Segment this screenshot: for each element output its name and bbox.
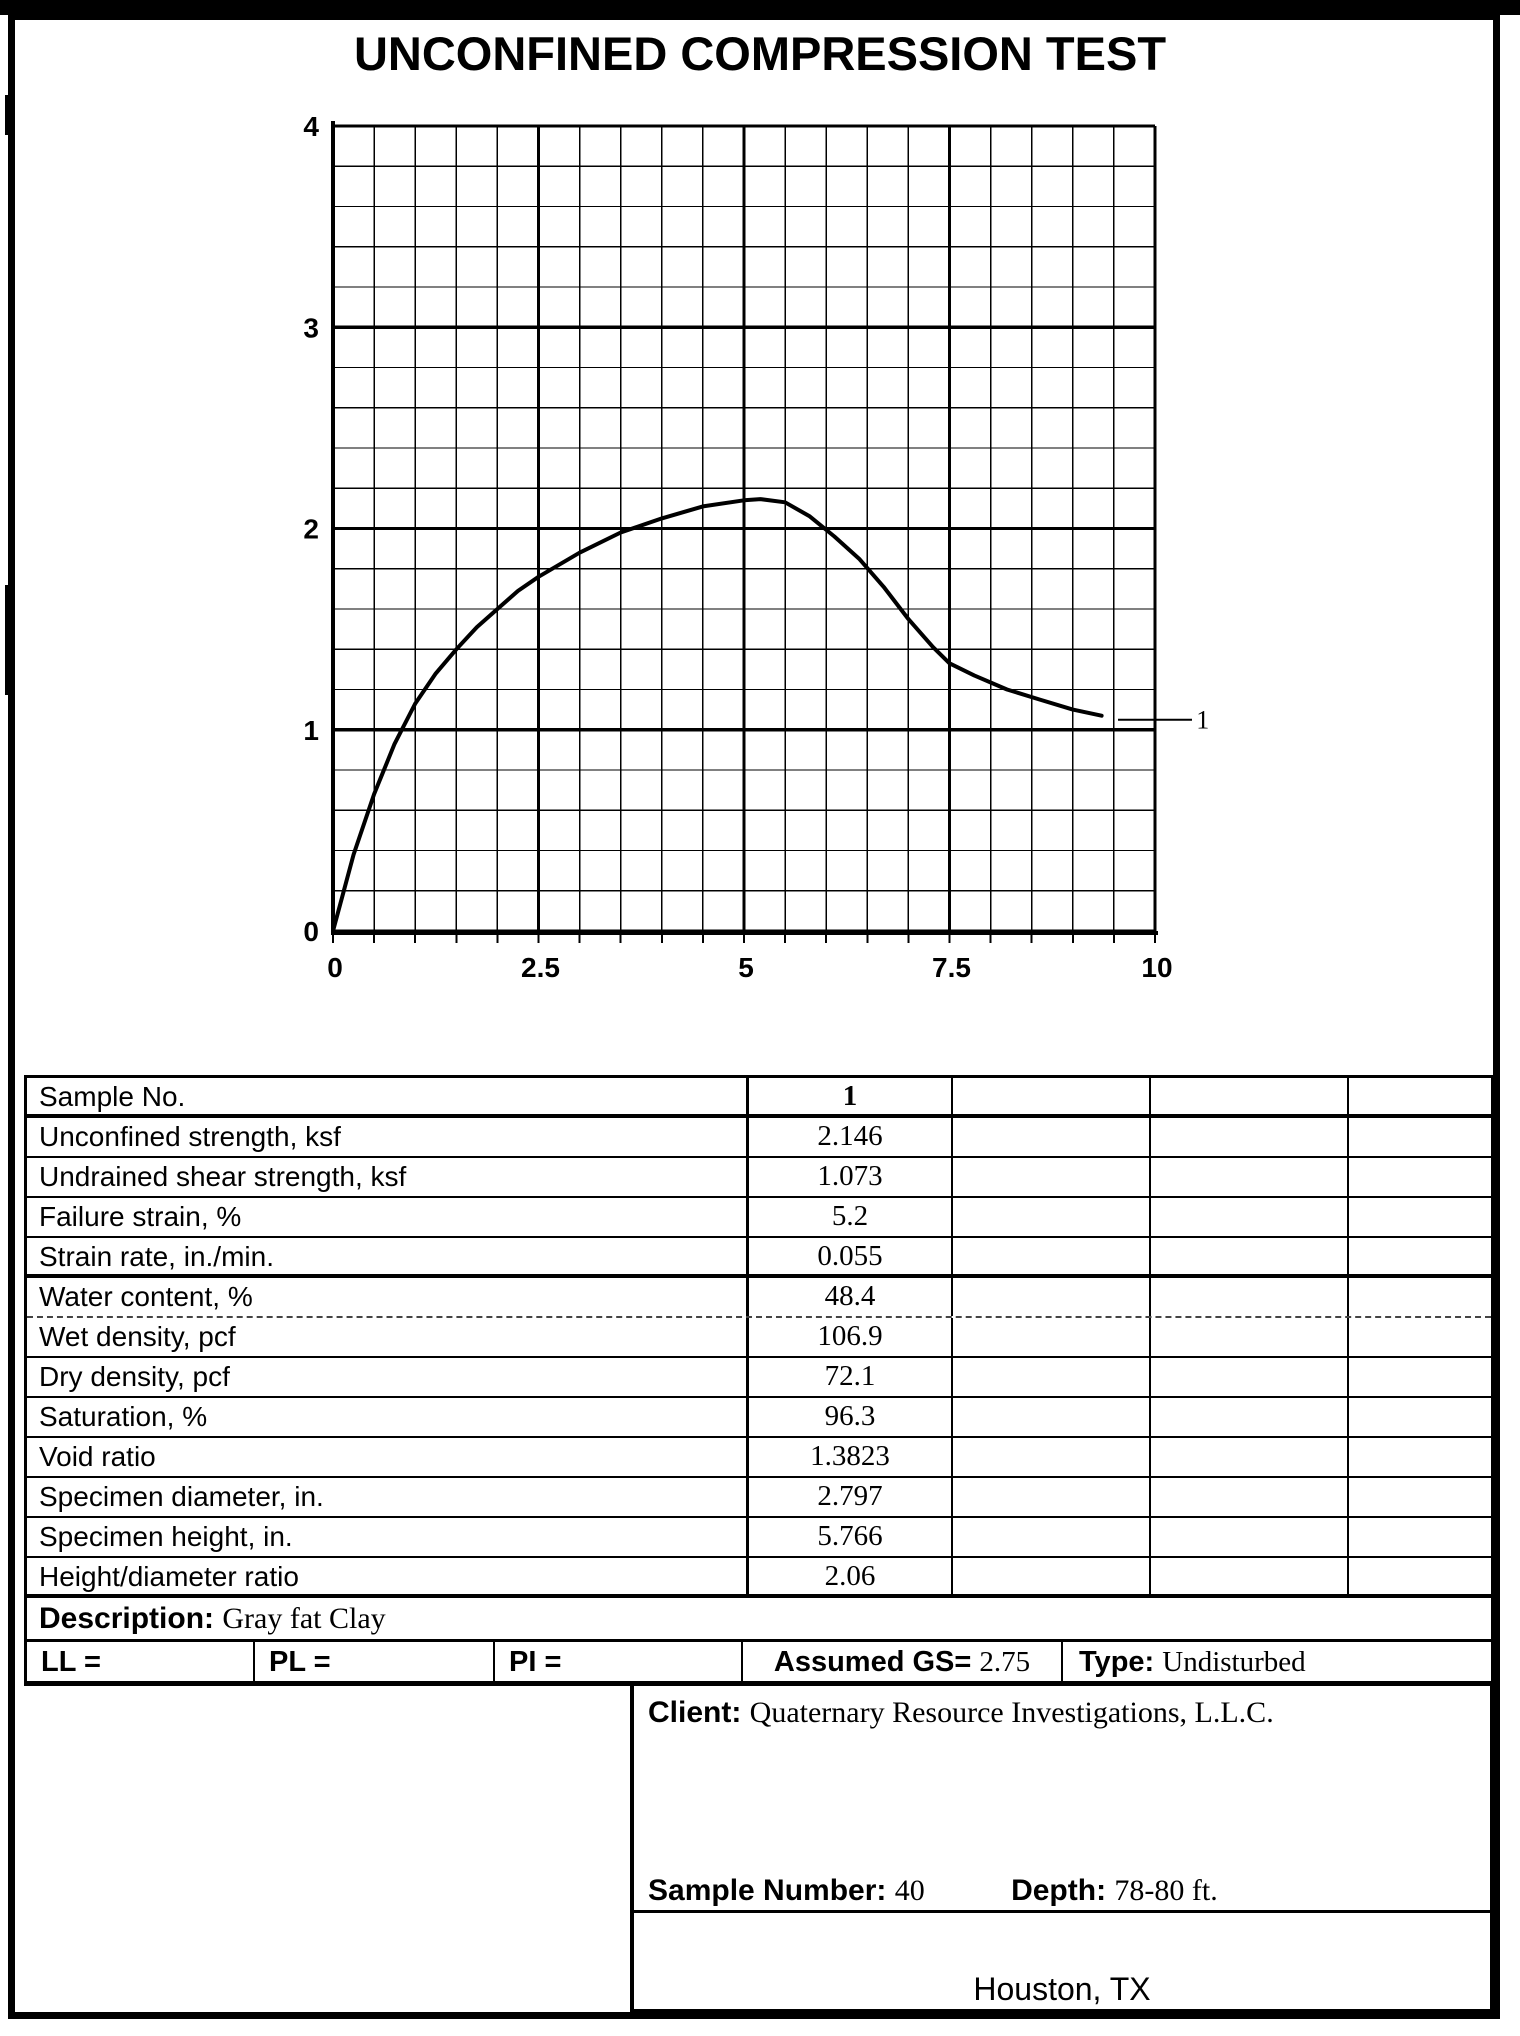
row-label: Height/diameter ratio: [27, 1558, 749, 1594]
svg-text:0: 0: [327, 952, 343, 983]
svg-text:1: 1: [303, 715, 319, 746]
table-row: Wet density, pcf 106.9: [27, 1318, 1491, 1358]
pi-field: PI =: [495, 1642, 743, 1681]
page-border-frame: [8, 13, 1500, 2019]
ll-field: LL =: [27, 1642, 255, 1681]
table-row: Water content, % 48.4: [27, 1278, 1491, 1318]
svg-text:0: 0: [303, 916, 319, 947]
svg-text:10: 10: [1141, 952, 1172, 983]
client-box-divider: [634, 1910, 1490, 1913]
row-label: Failure strain, %: [27, 1198, 749, 1236]
table-row: Undrained shear strength, ksf 1.073: [27, 1158, 1491, 1198]
svg-text:7.5: 7.5: [932, 952, 971, 983]
row-label: Undrained shear strength, ksf: [27, 1158, 749, 1196]
row-label: Unconfined strength, ksf: [27, 1118, 749, 1156]
chart-grid: [331, 121, 1158, 943]
client-info-box: Client: Quaternary Resource Investigatio…: [630, 1682, 1494, 2013]
svg-text:3: 3: [303, 312, 319, 343]
svg-text:2: 2: [303, 514, 319, 545]
type-label: Type:: [1079, 1646, 1155, 1678]
row-label: Saturation, %: [27, 1398, 749, 1436]
table-row: Void ratio 1.3823: [27, 1438, 1491, 1478]
row-label: Water content, %: [27, 1278, 749, 1316]
depth-group: Depth: 78-80 ft.: [1011, 1874, 1218, 1907]
description-row: Description: Gray fat Clay: [27, 1598, 1491, 1642]
table-row: Specimen height, in. 5.766: [27, 1518, 1491, 1558]
description-label: Description:: [39, 1602, 215, 1635]
stress-strain-chart: 0 1 2 3 4 0 2.5 5 7.5 10 1: [303, 111, 1209, 983]
row-value: 0.055: [749, 1238, 953, 1274]
assumed-gs-field: Assumed GS= 2.75: [743, 1642, 1063, 1681]
description-value: Gray fat Clay: [222, 1602, 386, 1635]
scan-edge-mark-small: [5, 95, 11, 135]
scan-top-band: [0, 0, 1520, 15]
row-value: 1: [749, 1078, 953, 1114]
depth-label: Depth:: [1011, 1874, 1107, 1907]
table-row: Strain rate, in./min. 0.055: [27, 1238, 1491, 1278]
type-field: Type: Undisturbed: [1063, 1642, 1491, 1681]
table-row: Sample No. 1: [27, 1078, 1491, 1118]
type-value: Undisturbed: [1162, 1646, 1306, 1678]
client-value: Quaternary Resource Investigations, L.L.…: [749, 1696, 1274, 1729]
table-row: Dry density, pcf 72.1: [27, 1358, 1491, 1398]
row-value: 5.2: [749, 1198, 953, 1236]
assumed-gs-value: 2.75: [979, 1646, 1031, 1678]
chart-axis-labels: 0 1 2 3 4 0 2.5 5 7.5 10: [303, 111, 1172, 983]
sample-depth-line: Sample Number: 40 Depth: 78-80 ft.: [648, 1874, 1218, 1908]
row-value: 2.797: [749, 1478, 953, 1516]
page-title: UNCONFINED COMPRESSION TEST: [353, 27, 1167, 80]
row-label: Wet density, pcf: [27, 1318, 749, 1356]
results-table: Sample No. 1 Unconfined strength, ksf 2.…: [24, 1075, 1494, 1686]
scan-edge-mark: [5, 585, 14, 695]
table-row: Failure strain, % 5.2: [27, 1198, 1491, 1238]
row-label: Void ratio: [27, 1438, 749, 1476]
city-label: Houston, TX: [973, 1971, 1151, 2007]
svg-text:2.5: 2.5: [521, 952, 560, 983]
atterberg-limits-row: LL = PL = PI = Assumed GS= 2.75 Type: Un…: [27, 1642, 1491, 1686]
row-value: 2.146: [749, 1118, 953, 1156]
pl-field: PL =: [255, 1642, 495, 1681]
row-value: 96.3: [749, 1398, 953, 1436]
row-label: Specimen diameter, in.: [27, 1478, 749, 1516]
sample-number-label: Sample Number:: [648, 1874, 887, 1907]
row-value: 5.766: [749, 1518, 953, 1556]
stress-strain-curve: [331, 497, 1104, 933]
row-label: Strain rate, in./min.: [27, 1238, 749, 1274]
client-line: Client: Quaternary Resource Investigatio…: [648, 1696, 1274, 1730]
svg-text:5: 5: [738, 952, 754, 983]
table-row: Specimen diameter, in. 2.797: [27, 1478, 1491, 1518]
depth-value: 78-80 ft.: [1114, 1874, 1218, 1907]
svg-text:4: 4: [303, 111, 319, 142]
row-value: 1.073: [749, 1158, 953, 1196]
row-value: 2.06: [749, 1558, 953, 1594]
table-row: Saturation, % 96.3: [27, 1398, 1491, 1438]
row-value: 106.9: [749, 1318, 953, 1356]
row-label: Dry density, pcf: [27, 1358, 749, 1396]
row-value: 1.3823: [749, 1438, 953, 1476]
row-label: Specimen height, in.: [27, 1518, 749, 1556]
table-row: Unconfined strength, ksf 2.146: [27, 1118, 1491, 1158]
assumed-gs-label: Assumed GS=: [773, 1646, 972, 1678]
curve-series-label: 1: [1196, 706, 1209, 735]
row-value: 72.1: [749, 1358, 953, 1396]
sample-number-value: 40: [894, 1874, 925, 1907]
row-label: Sample No.: [27, 1078, 749, 1114]
table-row: Height/diameter ratio 2.06: [27, 1558, 1491, 1598]
client-label: Client:: [648, 1696, 742, 1729]
row-value: 48.4: [749, 1278, 953, 1316]
